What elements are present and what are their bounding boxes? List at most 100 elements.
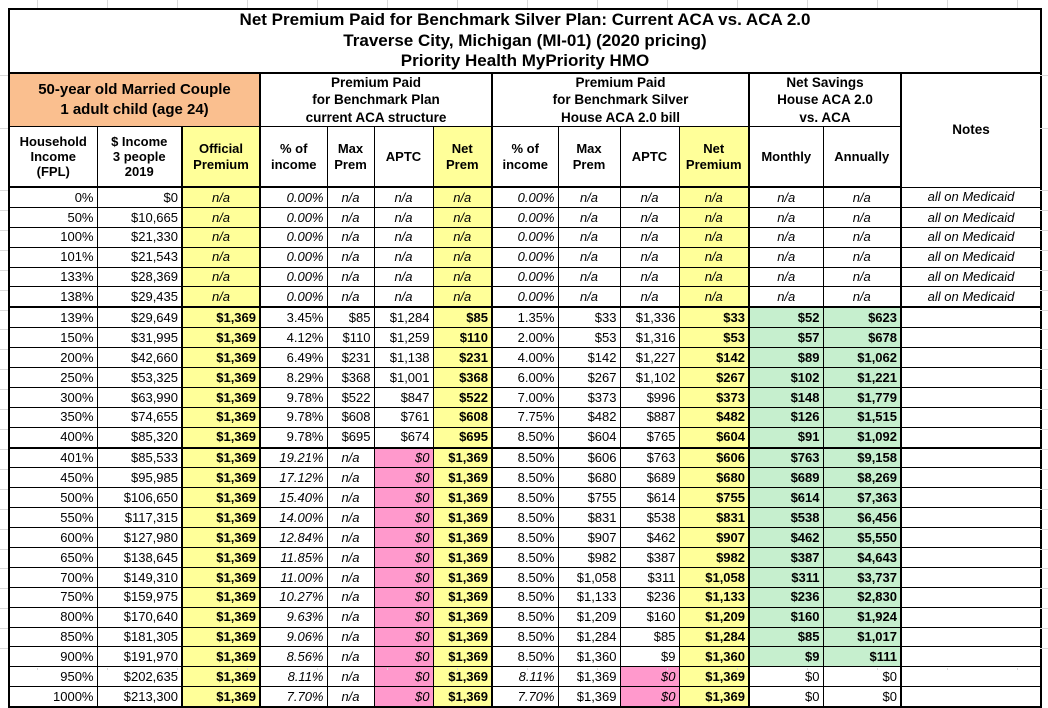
cell-income_2019[interactable]: $106,650 [96, 487, 183, 509]
cell-aca2_aptc[interactable]: $1,102 [619, 367, 680, 388]
cell-notes[interactable]: all on Medicaid [900, 266, 1042, 288]
cell-savings_annually[interactable]: $1,924 [822, 606, 902, 628]
cell-aca_net_prem[interactable]: $1,369 [432, 626, 493, 648]
cell-savings_annually[interactable]: $1,515 [822, 406, 902, 428]
cell-aca_net_prem[interactable]: $1,369 [432, 606, 493, 628]
cell-aca_net_prem[interactable]: $522 [432, 386, 493, 408]
cell-aca2_max_prem[interactable]: $1,133 [557, 586, 621, 608]
cell-savings_monthly[interactable]: $148 [748, 386, 824, 408]
column-header-aca-max-prem[interactable]: Max Prem [326, 126, 375, 188]
cell-notes[interactable] [900, 406, 1042, 428]
cell-aca2_pct_income[interactable]: 8.50% [491, 566, 559, 588]
cell-aca_official_premium[interactable]: n/a [181, 226, 261, 248]
cell-savings_annually[interactable]: n/a [822, 286, 902, 308]
cell-notes[interactable] [900, 327, 1042, 349]
cell-aca2_aptc[interactable]: $1,336 [619, 306, 680, 329]
cell-income_2019[interactable]: $21,330 [96, 226, 183, 248]
cell-aca2_max_prem[interactable]: n/a [557, 246, 621, 268]
cell-notes[interactable]: all on Medicaid [900, 246, 1042, 268]
cell-aca2_aptc[interactable]: $0 [619, 686, 680, 708]
cell-aca_official_premium[interactable]: $1,369 [181, 646, 261, 668]
column-header-notes[interactable]: Notes [899, 72, 1042, 188]
cell-aca2_aptc[interactable]: n/a [619, 226, 680, 248]
cell-savings_monthly[interactable]: $102 [748, 367, 824, 388]
cell-aca_pct_income[interactable]: 12.84% [259, 527, 328, 549]
cell-aca2_net_premium[interactable]: n/a [678, 226, 750, 248]
cell-aca_net_prem[interactable]: $1,369 [432, 507, 493, 529]
cell-aca_net_prem[interactable]: n/a [432, 266, 493, 288]
cell-fpl[interactable]: 401% [8, 446, 98, 469]
cell-aca_aptc[interactable]: n/a [373, 186, 434, 208]
cell-income_2019[interactable]: $149,310 [96, 566, 183, 588]
cell-aca2_aptc[interactable]: $996 [619, 386, 680, 408]
cell-aca_official_premium[interactable]: n/a [181, 266, 261, 288]
cell-savings_monthly[interactable]: $126 [748, 406, 824, 428]
cell-aca2_pct_income[interactable]: 8.50% [491, 626, 559, 648]
cell-aca_net_prem[interactable]: $1,369 [432, 487, 493, 509]
cell-aca2_aptc[interactable]: $462 [619, 527, 680, 549]
cell-aca2_aptc[interactable]: $9 [619, 646, 680, 668]
cell-aca_max_prem[interactable]: n/a [326, 446, 375, 469]
cell-aca2_pct_income[interactable]: 0.00% [491, 286, 559, 308]
cell-savings_annually[interactable]: n/a [822, 266, 902, 288]
cell-aca_net_prem[interactable]: $608 [432, 406, 493, 428]
cell-income_2019[interactable]: $42,660 [96, 347, 183, 369]
cell-notes[interactable] [900, 586, 1042, 608]
column-header-aca2-aptc[interactable]: APTC [619, 126, 680, 188]
cell-aca_max_prem[interactable]: n/a [326, 547, 375, 568]
cell-aca_aptc[interactable]: n/a [373, 286, 434, 308]
cell-aca_official_premium[interactable]: $1,369 [181, 507, 261, 529]
cell-aca_aptc[interactable]: $0 [373, 467, 434, 489]
cell-aca2_aptc[interactable]: $1,227 [619, 347, 680, 369]
cell-aca_aptc[interactable]: $0 [373, 586, 434, 608]
cell-notes[interactable] [900, 347, 1042, 369]
column-header-aca-net-prem[interactable]: Net Prem [432, 126, 493, 188]
cell-aca_max_prem[interactable]: $695 [326, 426, 375, 449]
cell-aca2_aptc[interactable]: $538 [619, 507, 680, 529]
cell-aca_pct_income[interactable]: 11.00% [259, 566, 328, 588]
cell-aca_max_prem[interactable]: n/a [326, 626, 375, 648]
cell-aca_official_premium[interactable]: $1,369 [181, 626, 261, 648]
cell-aca_official_premium[interactable]: $1,369 [181, 406, 261, 428]
cell-aca2_max_prem[interactable]: $907 [557, 527, 621, 549]
group-header-current-aca[interactable]: Premium Paid for Benchmark Plan current … [259, 72, 493, 128]
cell-aca2_pct_income[interactable]: 0.00% [491, 266, 559, 288]
cell-aca_official_premium[interactable]: $1,369 [181, 547, 261, 568]
group-header-aca2[interactable]: Premium Paid for Benchmark Silver House … [491, 72, 750, 128]
cell-income_2019[interactable]: $95,985 [96, 467, 183, 489]
cell-notes[interactable] [900, 566, 1042, 588]
cell-income_2019[interactable]: $31,995 [96, 327, 183, 349]
cell-income_2019[interactable]: $213,300 [96, 686, 183, 708]
cell-aca_net_prem[interactable]: $1,369 [432, 686, 493, 708]
cell-aca2_aptc[interactable]: $689 [619, 467, 680, 489]
cell-aca_official_premium[interactable]: $1,369 [181, 606, 261, 628]
cell-savings_monthly[interactable]: $52 [748, 306, 824, 329]
cell-aca2_pct_income[interactable]: 8.50% [491, 527, 559, 549]
cell-savings_monthly[interactable]: $89 [748, 347, 824, 369]
cell-income_2019[interactable]: $127,980 [96, 527, 183, 549]
cell-aca2_net_premium[interactable]: $1,058 [678, 566, 750, 588]
cell-savings_annually[interactable]: n/a [822, 186, 902, 208]
cell-aca_pct_income[interactable]: 8.29% [259, 367, 328, 388]
column-header-fpl[interactable]: Household Income (FPL) [8, 126, 98, 188]
cell-fpl[interactable]: 400% [8, 426, 98, 449]
cell-savings_monthly[interactable]: n/a [748, 206, 824, 228]
cell-aca_pct_income[interactable]: 0.00% [259, 206, 328, 228]
cell-savings_monthly[interactable]: $57 [748, 327, 824, 349]
cell-notes[interactable] [900, 606, 1042, 628]
cell-aca2_max_prem[interactable]: $606 [557, 446, 621, 469]
cell-savings_annually[interactable]: $9,158 [822, 446, 902, 469]
cell-aca2_pct_income[interactable]: 8.50% [491, 487, 559, 509]
cell-aca_pct_income[interactable]: 11.85% [259, 547, 328, 568]
cell-fpl[interactable]: 101% [8, 246, 98, 268]
cell-aca_net_prem[interactable]: $231 [432, 347, 493, 369]
cell-aca2_max_prem[interactable]: $373 [557, 386, 621, 408]
cell-aca2_aptc[interactable]: n/a [619, 186, 680, 208]
cell-aca2_pct_income[interactable]: 8.50% [491, 467, 559, 489]
cell-fpl[interactable]: 900% [8, 646, 98, 668]
column-header-annually[interactable]: Annually [822, 126, 902, 188]
cell-savings_monthly[interactable]: n/a [748, 246, 824, 268]
cell-aca_net_prem[interactable]: $1,369 [432, 646, 493, 668]
cell-aca_max_prem[interactable]: n/a [326, 246, 375, 268]
cell-aca2_pct_income[interactable]: 2.00% [491, 327, 559, 349]
